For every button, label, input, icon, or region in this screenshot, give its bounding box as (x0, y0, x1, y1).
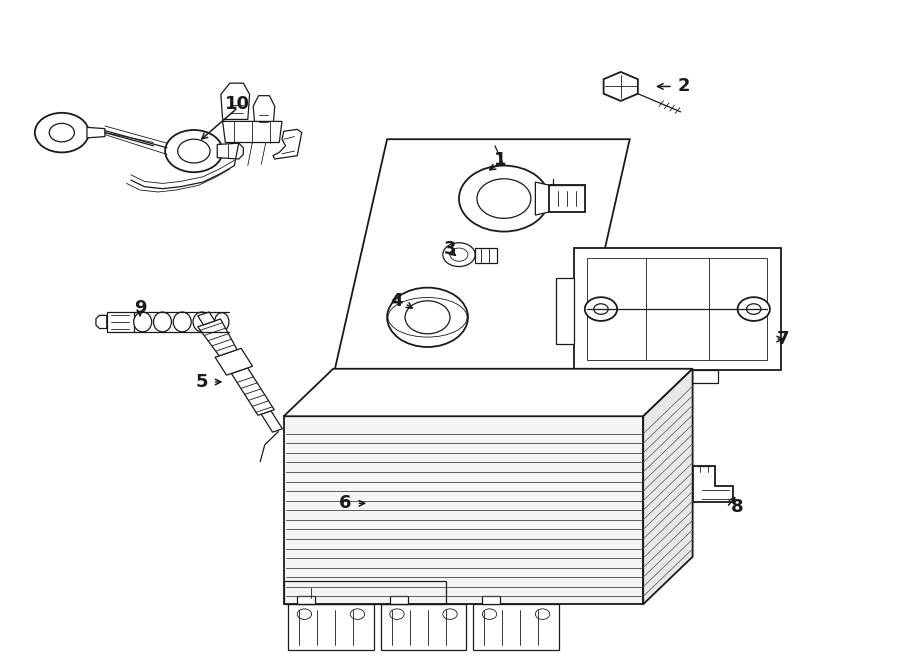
Polygon shape (556, 278, 574, 344)
Circle shape (585, 297, 617, 321)
Circle shape (738, 297, 770, 321)
Ellipse shape (173, 312, 191, 332)
Polygon shape (604, 72, 638, 101)
Ellipse shape (134, 312, 152, 332)
Polygon shape (475, 248, 497, 262)
Ellipse shape (214, 313, 229, 331)
Text: 9: 9 (134, 299, 146, 317)
Polygon shape (482, 596, 500, 604)
Polygon shape (549, 185, 585, 212)
Polygon shape (273, 130, 302, 159)
Polygon shape (473, 604, 559, 650)
Polygon shape (288, 604, 374, 650)
Polygon shape (644, 369, 693, 604)
Polygon shape (574, 248, 780, 370)
Ellipse shape (154, 312, 171, 332)
Polygon shape (107, 312, 134, 332)
Polygon shape (198, 312, 215, 325)
Circle shape (459, 166, 549, 231)
Polygon shape (215, 348, 253, 375)
Text: 8: 8 (731, 498, 744, 516)
Polygon shape (231, 368, 274, 415)
Polygon shape (693, 466, 733, 502)
Text: 10: 10 (225, 95, 250, 113)
Polygon shape (96, 315, 107, 329)
Text: 3: 3 (444, 240, 456, 258)
Polygon shape (536, 182, 556, 215)
Polygon shape (637, 370, 718, 383)
Text: 7: 7 (777, 330, 789, 348)
Polygon shape (381, 604, 466, 650)
Text: 6: 6 (338, 494, 351, 512)
Circle shape (387, 288, 468, 347)
Text: 1: 1 (494, 151, 507, 169)
Ellipse shape (193, 312, 211, 332)
Polygon shape (284, 369, 693, 416)
Polygon shape (220, 83, 249, 120)
Circle shape (165, 130, 222, 173)
Polygon shape (333, 139, 630, 377)
Polygon shape (390, 596, 408, 604)
Text: 4: 4 (390, 292, 402, 310)
Circle shape (443, 243, 475, 266)
Polygon shape (261, 411, 283, 432)
Polygon shape (253, 96, 274, 128)
Text: 2: 2 (678, 77, 690, 95)
Polygon shape (217, 143, 243, 159)
Polygon shape (87, 128, 105, 138)
Polygon shape (297, 596, 315, 604)
Polygon shape (222, 122, 282, 143)
Polygon shape (284, 416, 644, 604)
Text: 5: 5 (195, 373, 208, 391)
Polygon shape (198, 319, 237, 356)
